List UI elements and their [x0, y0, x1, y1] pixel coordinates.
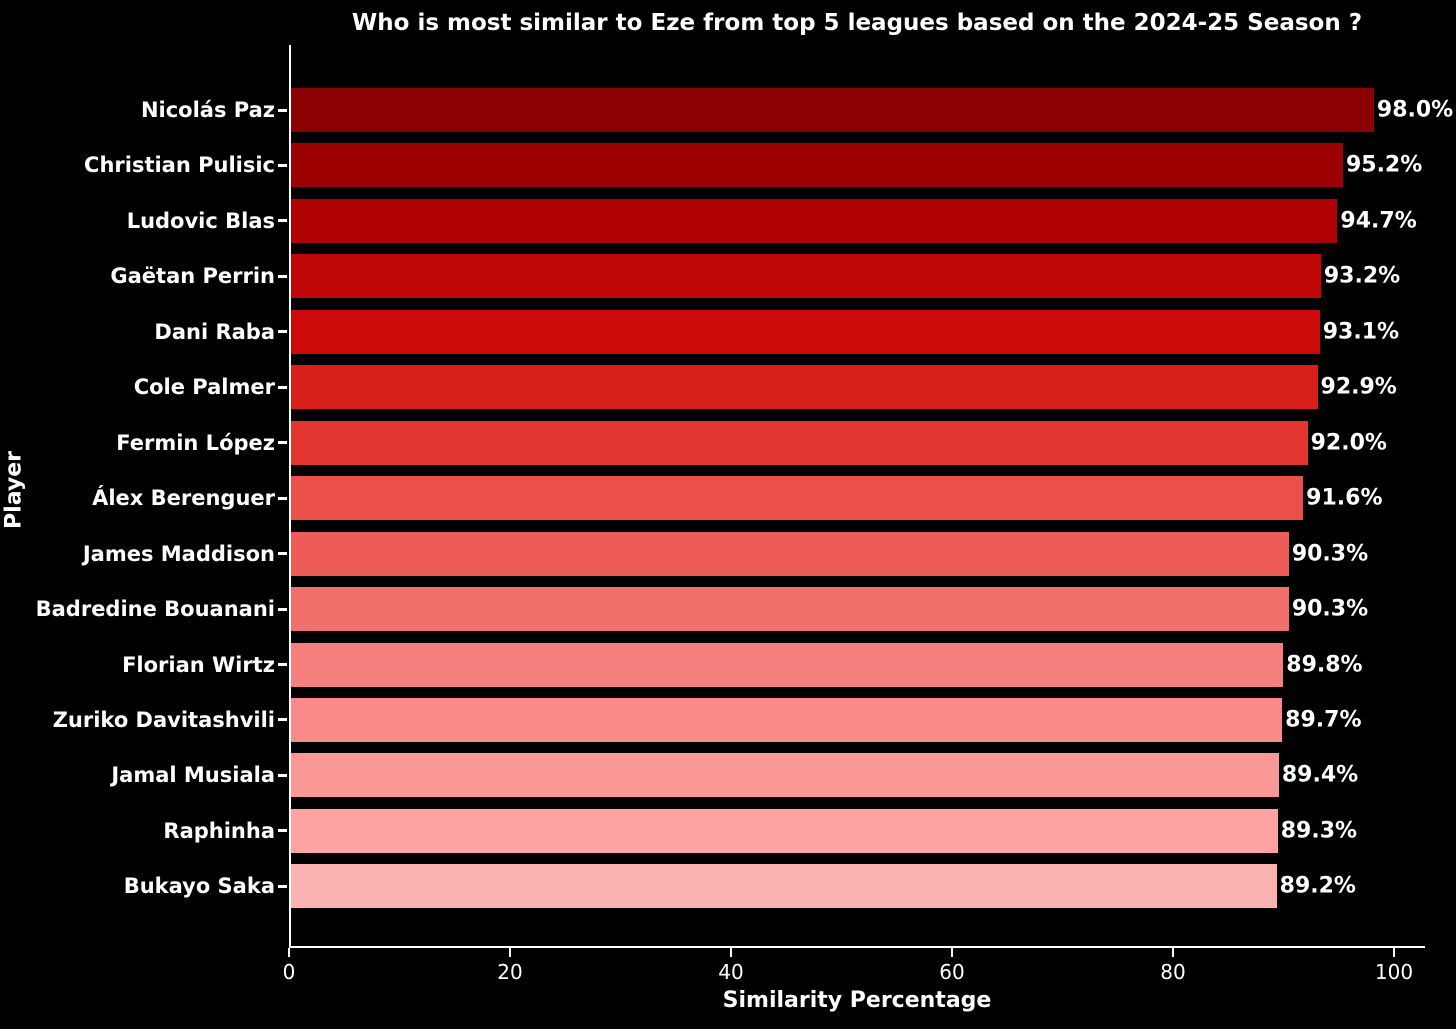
bar-value-label: 98.0%	[1376, 97, 1454, 123]
y-axis-label: Player	[1, 451, 27, 529]
bar	[291, 309, 1320, 354]
bar	[291, 808, 1278, 853]
bar-value-label: 94.7%	[1340, 208, 1417, 234]
y-tick-mark	[278, 163, 287, 167]
bar-row: 91.6%	[291, 476, 1427, 521]
y-tick-mark	[278, 274, 287, 278]
y-tick-mark	[278, 330, 287, 334]
bar-value-label: 93.2%	[1323, 263, 1401, 289]
y-tick-mark	[278, 718, 287, 722]
bar-row: 98.0%	[291, 88, 1453, 132]
y-tick-label: Nicolás Paz	[140, 98, 275, 122]
bar	[291, 420, 1308, 465]
bar-row: 89.8%	[291, 642, 1427, 687]
x-tick-mark	[730, 948, 732, 957]
y-tick-label: Álex Berenguer	[92, 486, 275, 511]
x-axis-label: Similarity Percentage	[722, 988, 992, 1013]
x-tick-label: 20	[497, 960, 523, 984]
bar-value-label: 89.3%	[1280, 818, 1358, 844]
bar-row: 93.1%	[291, 309, 1427, 354]
bar-row: 93.2%	[291, 254, 1427, 299]
y-tick-label: Zuriko Davitashvili	[52, 707, 275, 732]
bar-value-label: 89.4%	[1281, 762, 1359, 788]
y-tick-label: Cole Palmer	[133, 375, 275, 400]
bar	[291, 642, 1284, 687]
y-tick-label: Florian Wirtz	[122, 652, 275, 677]
x-tick-label: 80	[1160, 960, 1186, 984]
bar	[291, 254, 1321, 299]
y-tick-mark	[278, 552, 287, 556]
x-tick-mark	[951, 948, 953, 957]
bar-row: 89.4%	[291, 753, 1427, 798]
x-tick-mark	[288, 948, 290, 957]
x-tick-mark	[1172, 948, 1174, 957]
y-tick-mark	[278, 108, 287, 112]
y-tick-mark	[278, 219, 287, 223]
bar	[291, 198, 1338, 243]
y-tick-mark	[278, 663, 287, 666]
y-tick-label: Badredine Bouanani	[35, 597, 275, 622]
bar-row: 90.3%	[291, 587, 1427, 632]
bar-value-label: 89.8%	[1286, 652, 1363, 677]
y-tick-label: Dani Raba	[154, 319, 275, 344]
y-tick-mark	[278, 884, 287, 888]
y-tick-label: Gaëtan Perrin	[110, 264, 275, 289]
y-tick-label: James Maddison	[82, 541, 275, 566]
y-tick-label: Raphinha	[163, 818, 275, 843]
x-tick-label: 100	[1374, 960, 1414, 984]
bar-row: 89.7%	[291, 697, 1427, 742]
bar-value-label: 92.9%	[1320, 374, 1397, 400]
y-tick-mark	[278, 773, 287, 777]
x-tick-label: 40	[718, 960, 744, 984]
bar-row: 92.0%	[291, 420, 1427, 465]
bar-value-label: 90.3%	[1291, 541, 1369, 567]
y-tick-mark	[278, 496, 287, 500]
bar-value-label: 91.6%	[1306, 485, 1383, 511]
bar-row: 90.3%	[291, 531, 1427, 576]
bar	[291, 753, 1279, 798]
y-tick-label: Ludovic Blas	[126, 208, 275, 233]
y-tick-label: Jamal Musiala	[111, 763, 275, 788]
bar	[291, 476, 1304, 521]
bar-value-label: 93.1%	[1322, 319, 1400, 345]
y-tick-mark	[278, 829, 287, 833]
bar	[291, 864, 1277, 909]
bar	[291, 531, 1289, 576]
bar-value-label: 92.0%	[1310, 430, 1387, 456]
bar-value-label: 95.2%	[1345, 152, 1423, 178]
bar-row: 89.3%	[291, 808, 1427, 853]
x-tick-mark	[509, 948, 511, 957]
plot-area: 98.0% 95.2% 94.7% 93.2% 93.1% 92.9% 92.0% 91.6%…	[289, 45, 1453, 948]
bar	[291, 365, 1318, 410]
bar-value-label: 89.2%	[1279, 873, 1356, 899]
bar-row: 95.2%	[291, 143, 1427, 188]
bar-row: 94.7%	[291, 198, 1427, 243]
bar-value-label: 89.7%	[1285, 707, 1362, 733]
x-tick-label: 0	[282, 960, 296, 984]
y-tick-label: Fermin López	[116, 430, 275, 455]
bar	[291, 697, 1283, 742]
chart-title: Who is most similar to Eze from top 5 le…	[351, 10, 1363, 36]
y-tick-mark	[278, 607, 287, 611]
bar-row: 92.9%	[291, 365, 1427, 410]
y-tick-mark	[278, 385, 287, 389]
y-tick-label: Bukayo Saka	[123, 874, 275, 899]
bar-value-label: 90.3%	[1291, 596, 1369, 622]
y-tick-label: Christian Pulisic	[84, 153, 275, 178]
x-tick-mark	[1393, 948, 1395, 957]
bar	[291, 587, 1289, 632]
x-tick-label: 60	[939, 960, 965, 984]
bar-row: 89.2%	[291, 864, 1427, 909]
y-tick-mark	[278, 441, 287, 445]
bar	[291, 88, 1374, 132]
bar	[291, 143, 1343, 188]
